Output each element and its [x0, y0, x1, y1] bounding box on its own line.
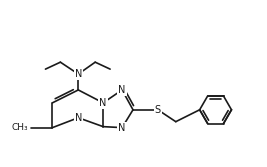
- Text: N: N: [118, 123, 126, 133]
- Text: CH₃: CH₃: [12, 123, 29, 132]
- Text: N: N: [100, 98, 107, 108]
- Text: N: N: [74, 113, 82, 123]
- Text: N: N: [118, 85, 126, 95]
- Text: S: S: [155, 105, 161, 115]
- Text: N: N: [74, 69, 82, 79]
